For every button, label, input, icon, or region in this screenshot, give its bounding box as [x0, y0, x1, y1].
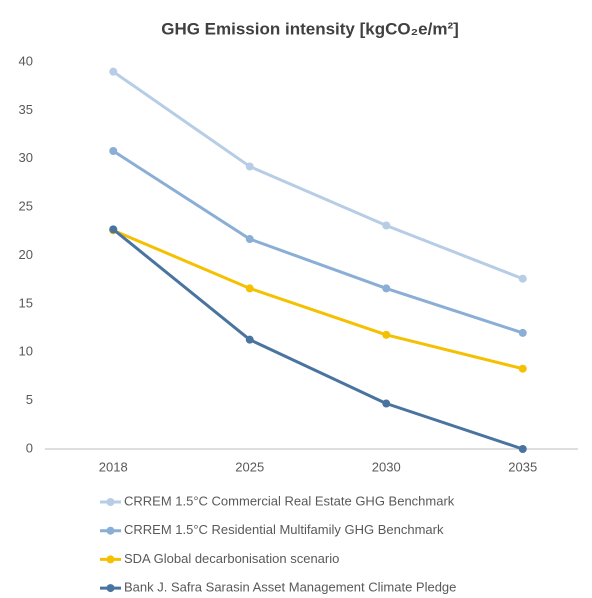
legend-marker — [106, 584, 115, 593]
y-tick-label: 0 — [26, 440, 33, 455]
legend-label: CRREM 1.5°C Commercial Real Estate GHG B… — [124, 493, 455, 508]
legend-label: Bank J. Safra Sarasin Asset Management C… — [124, 580, 456, 595]
data-point — [109, 147, 118, 156]
x-tick-label: 2030 — [372, 459, 401, 474]
chart-title: GHG Emission intensity [kgCO₂e/m²] — [161, 19, 459, 38]
y-tick-label: 35 — [19, 102, 33, 117]
y-tick-label: 25 — [19, 199, 33, 214]
x-tick-label: 2025 — [235, 459, 264, 474]
data-point — [382, 284, 391, 293]
data-point — [382, 330, 391, 339]
data-point — [518, 364, 527, 373]
y-tick-label: 30 — [19, 150, 33, 165]
data-point — [109, 67, 118, 76]
x-tick-label: 2035 — [508, 459, 537, 474]
data-point — [518, 445, 527, 453]
data-point — [245, 162, 254, 171]
legend-marker — [106, 498, 115, 506]
legend-marker — [106, 526, 115, 535]
series-line — [112, 149, 524, 335]
legend-label: SDA Global decarbonisation scenario — [124, 551, 339, 566]
data-point — [245, 235, 254, 244]
data-point — [382, 399, 391, 408]
legend-marker — [106, 555, 115, 564]
data-point — [245, 335, 254, 344]
data-point — [382, 221, 391, 230]
series-line — [112, 228, 524, 451]
data-point — [518, 328, 527, 337]
data-point — [518, 274, 527, 283]
x-tick-label: 2018 — [99, 459, 128, 474]
y-tick-label: 10 — [19, 344, 33, 359]
data-point — [245, 284, 254, 293]
y-tick-label: 20 — [19, 247, 33, 262]
data-point — [109, 225, 118, 234]
y-tick-label: 5 — [26, 392, 33, 407]
y-tick-label: 40 — [19, 53, 33, 68]
series-line — [112, 228, 524, 371]
series-line — [112, 70, 524, 281]
y-tick-label: 15 — [19, 295, 33, 310]
legend-label: CRREM 1.5°C Residential Multifamily GHG … — [124, 522, 444, 537]
